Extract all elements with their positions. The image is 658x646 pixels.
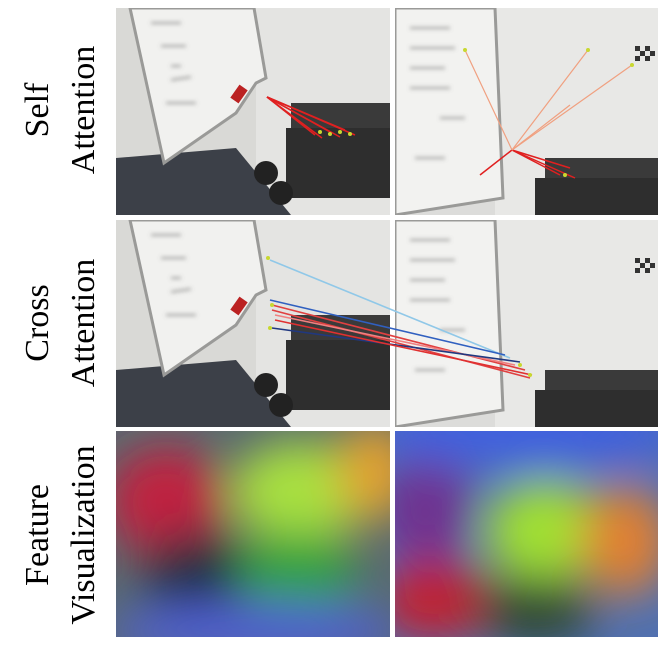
feature-row [106,396,658,646]
feature-map [365,396,658,646]
photo [395,8,658,215]
cross-attention-row [116,220,658,427]
row-labels: Self Attention Cross Attention Feature V… [19,46,102,625]
photo [395,220,658,427]
row-label: Cross [19,284,56,361]
feature-map [106,421,416,646]
photo [116,8,390,215]
row-label: Attention [65,46,102,174]
self-attention-row [116,8,658,215]
figure: Self Attention Cross Attention Feature V… [0,0,658,646]
row-label: Self [19,82,56,137]
photo [116,220,390,427]
row-label: Feature [19,484,56,586]
row-label: Attention [65,259,102,387]
row-label: Visualization [65,445,102,624]
